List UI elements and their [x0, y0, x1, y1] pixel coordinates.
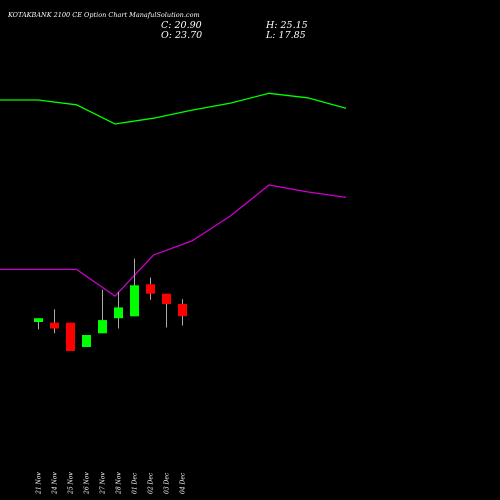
x-tick-label: 27 Nov [100, 472, 107, 495]
lower-band-line [0, 184, 347, 297]
candle-04-dec [178, 299, 187, 326]
high-value: H: 25.15 [266, 20, 308, 31]
candle-21-nov [34, 318, 43, 330]
x-tick-label: 25 Nov [68, 472, 75, 495]
candle-02-dec [146, 277, 155, 300]
candle-24-nov [50, 309, 59, 334]
candle-body [34, 318, 43, 322]
candle-body [114, 307, 123, 319]
x-tick-label: 04 Dec [180, 472, 187, 494]
candle-body [162, 293, 171, 304]
x-tick-label: 03 Dec [164, 472, 171, 494]
x-tick-label: 01 Dec [132, 472, 139, 494]
candle-body [146, 284, 155, 294]
candle-01-dec [130, 258, 139, 317]
x-tick-label: 26 Nov [84, 472, 91, 495]
indicator-lines [0, 92, 347, 297]
chart-title: KOTAKBANK 2100 CE Option Chart ManafulSo… [8, 11, 200, 19]
candle-28-nov [114, 291, 123, 329]
candle-26-nov [82, 335, 91, 347]
low-value: L: 17.85 [266, 30, 306, 41]
upper-band-line [0, 92, 347, 125]
open-value: O: 23.70 [161, 30, 203, 41]
x-tick-label: 02 Dec [148, 472, 155, 494]
x-tick-label: 21 Nov [36, 472, 43, 495]
close-value: C: 20.90 [161, 20, 202, 31]
x-tick-label: 24 Nov [52, 472, 59, 495]
candle-03-dec [162, 293, 171, 328]
candle-body [130, 285, 139, 317]
candle-body [178, 304, 187, 317]
x-axis-labels: 21 Nov 24 Nov 25 Nov 26 Nov 27 Nov 28 Nov 01 D… [36, 472, 187, 495]
candle-body [98, 320, 107, 334]
candles [34, 258, 187, 351]
candle-body [66, 322, 75, 351]
candle-27-nov [98, 289, 107, 334]
candle-body [82, 335, 91, 347]
candle-25-nov [66, 322, 75, 351]
candle-body [50, 322, 59, 329]
x-tick-label: 28 Nov [116, 472, 123, 495]
